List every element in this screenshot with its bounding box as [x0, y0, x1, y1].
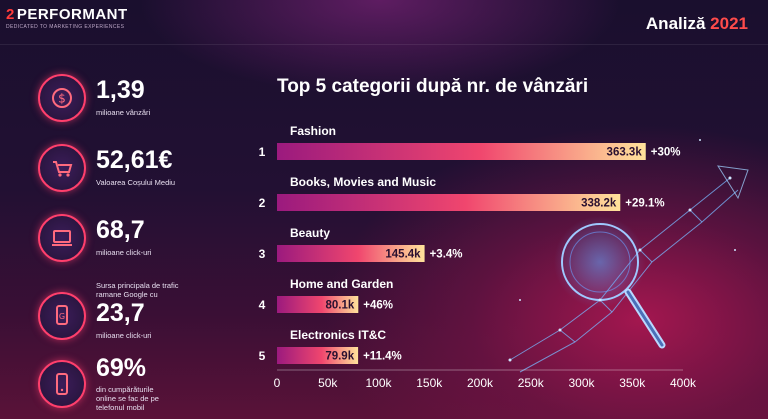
rank-label: 1: [259, 145, 266, 159]
growth-label: +30%: [651, 147, 681, 159]
stat-basket-label: Valoarea Coșului Mediu: [96, 178, 176, 187]
value-label: 145.4k: [385, 249, 421, 261]
x-tick-label: 200k: [467, 376, 494, 390]
x-tick-label: 0: [274, 376, 281, 390]
brand-logo: 2 PERFORMANT DEDICATED TO MARKETING EXPER…: [6, 6, 128, 30]
stat-clicks-label: milioane click-uri: [96, 248, 152, 257]
bar: [277, 245, 425, 262]
growth-label: +29.1%: [625, 198, 664, 210]
growth-label: +46%: [363, 300, 393, 312]
logo-mark: 2: [6, 6, 15, 23]
logo-name: PERFORMANT: [16, 6, 128, 23]
shopping-cart-icon: [38, 144, 86, 192]
stat-google-note-1: Sursa principala de trafic: [96, 281, 179, 290]
google-search-icon: G: [38, 292, 86, 340]
stat-mobile-value: 69%: [96, 354, 147, 382]
x-tick-label: 300k: [568, 376, 595, 390]
bar: [277, 143, 646, 160]
value-label: 338.2k: [581, 198, 617, 210]
x-tick-label: 50k: [318, 376, 338, 390]
rank-label: 4: [259, 298, 266, 312]
bar: [277, 296, 359, 313]
mobile-phone-icon: [38, 360, 86, 408]
stat-sales-value: 1,39: [96, 76, 145, 104]
stat-google-label: milioane click-uri: [96, 331, 152, 340]
category-label: Fashion: [290, 124, 336, 138]
growth-label: +3.4%: [430, 249, 463, 261]
report-title-word: Analiză: [645, 14, 706, 33]
svg-text:G: G: [59, 312, 65, 321]
report-title-year: 2021: [710, 14, 748, 33]
bar: [277, 347, 359, 364]
x-tick-label: 100k: [365, 376, 392, 390]
stat-clicks-value: 68,7: [96, 216, 145, 244]
laptop-icon: [38, 214, 86, 262]
stat-sales-label: milioane vânzări: [96, 108, 151, 117]
svg-text:$: $: [58, 92, 66, 106]
category-label: Books, Movies and Music: [290, 175, 436, 189]
rank-label: 2: [259, 196, 266, 210]
dollar-circle-icon: $: [38, 74, 86, 122]
category-label: Beauty: [290, 226, 330, 240]
category-label: Home and Garden: [290, 277, 393, 291]
header-divider: [0, 44, 768, 45]
x-tick-label: 350k: [619, 376, 646, 390]
rank-label: 3: [259, 247, 266, 261]
rank-label: 5: [259, 349, 266, 363]
category-label: Electronics IT&C: [290, 328, 386, 342]
stat-mobile-label-1: din cumpărăturile: [96, 385, 154, 394]
logo-tagline: DEDICATED TO MARKETING EXPERIENCES: [6, 24, 125, 30]
growth-label: +11.4%: [363, 351, 402, 363]
value-label: 79.9k: [325, 351, 354, 363]
value-label: 363.3k: [607, 147, 643, 159]
x-tick-label: 400k: [670, 376, 697, 390]
x-tick-label: 250k: [518, 376, 545, 390]
stat-mobile-label-3: telefonul mobil: [96, 403, 145, 412]
report-title: Analiză 2021: [646, 14, 748, 34]
chart-title: Top 5 categorii după nr. de vânzări: [277, 76, 589, 97]
stat-google-value: 23,7: [96, 299, 145, 327]
bar: [277, 194, 621, 211]
stat-google-note-2: ramane Google cu: [96, 290, 158, 299]
x-tick-label: 150k: [416, 376, 443, 390]
stat-basket-value: 52,61€: [96, 146, 173, 174]
stat-mobile-label-2: online se fac de pe: [96, 394, 159, 403]
value-label: 80.1k: [326, 300, 355, 312]
